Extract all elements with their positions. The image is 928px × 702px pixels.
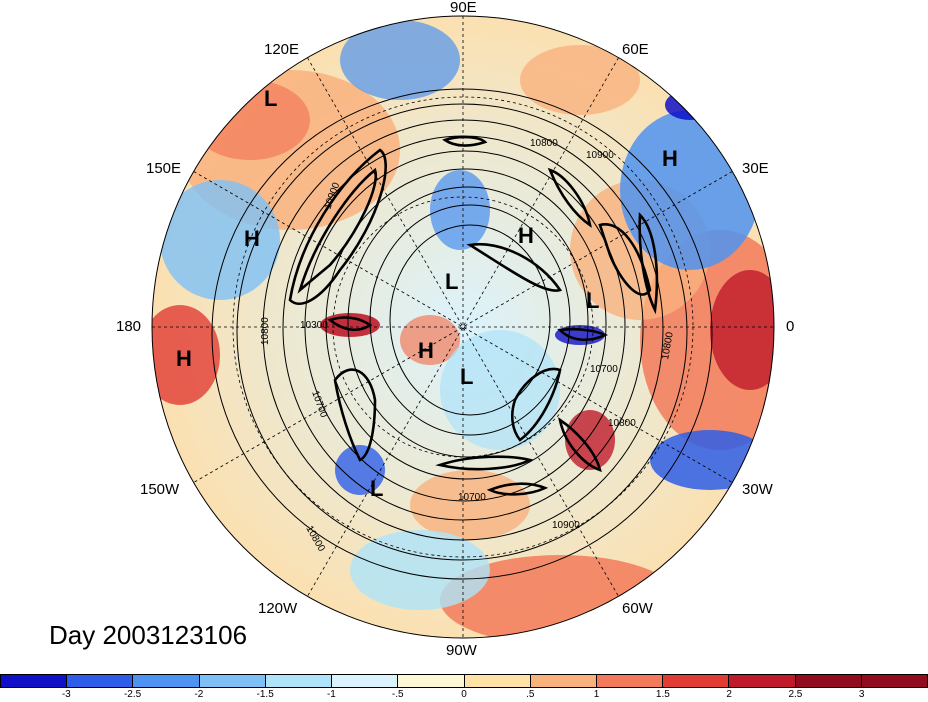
colorbar-tick-label: 1.5 [655,689,670,700]
lon-label-30e: 30E [742,160,769,177]
contour-label: 10900 [552,520,580,531]
lon-label-150e: 150E [146,160,182,177]
anomaly-field [152,16,774,638]
pressure-centers: L H H H L L H H L L [176,86,678,501]
colorbar-tick-label: -3 [61,689,71,700]
graticule [152,16,774,638]
lon-label-180: 180 [116,318,142,335]
contour-label: 10800 [260,317,271,345]
jet-contours [288,135,659,496]
pressure-center-label: L [370,476,383,501]
colorbar-swatch [530,675,597,687]
pressure-center-label: H [176,346,192,371]
lon-label-90e: 90E [450,0,477,16]
colorbar-swatch [795,675,862,687]
pressure-center-label: H [518,223,534,248]
colorbar-tick-label: -.5 [391,689,404,700]
lon-label-120w: 120W [258,600,298,617]
pressure-center-label: H [244,226,260,251]
colorbar-tick-label: 2.5 [788,689,803,700]
colorbar-swatch [265,675,333,687]
day-title: Day 2003123106 [49,620,248,650]
contour-label: 10900 [586,150,614,161]
contour-label: 10800 [608,418,636,429]
colorbar-swatch [464,675,531,687]
colorbar-tick-label: 1 [593,689,600,700]
pressure-center-label: L [445,269,458,294]
pressure-center-label: H [418,338,434,363]
colorbar-ticks: -3 -2.5 -2 -1.5 -1 -.5 0 .5 1 1.5 2 2.5 3 [0,688,928,702]
lon-label-90w: 90W [446,642,477,659]
colorbar-tick-label: 0 [461,689,467,700]
colorbar-swatch [729,675,796,687]
colorbar-swatch [596,675,664,687]
pressure-center-label: L [460,364,473,389]
colorbar-swatch [332,675,399,687]
pressure-center-label: L [586,288,599,313]
colorbar-swatches [0,674,928,688]
pressure-center-label: L [264,86,277,111]
colorbar-tick-label: 2 [726,689,732,700]
colorbar-tick-label: 3 [858,689,865,700]
colorbar-tick-label: .5 [526,689,535,700]
contour-label: 10700 [458,492,486,503]
lon-label-60e: 60E [622,41,649,58]
colorbar-swatch [67,675,134,687]
colorbar-swatch [199,675,266,687]
colorbar-swatch [861,675,928,687]
colorbar-tick-label: -2 [194,689,204,700]
lon-label-60w: 60W [622,600,653,617]
lon-label-30w: 30W [742,481,773,498]
lon-label-0: 0 [786,318,795,335]
colorbar-swatch [663,675,730,687]
colorbar-tick-label: -2.5 [123,689,142,700]
colorbar-swatch [133,675,200,687]
colorbar-tick-label: -1.5 [256,689,274,700]
colorbar-swatch [398,675,465,687]
contour-label: 10300 [300,320,328,331]
pressure-center-label: H [662,146,678,171]
colorbar-tick-label: -1 [326,689,336,700]
lon-label-150w: 150W [140,481,180,498]
contour-label: 10800 [530,138,558,149]
colorbar-swatch [1,675,68,687]
polar-map: L H H H L L H H L L 10800 10900 10900 10… [151,15,775,639]
map-boundary [151,15,775,639]
contour-label: 10800 [660,331,676,361]
contour-label: 10700 [590,364,618,375]
lon-label-120e: 120E [264,41,300,58]
colorbar: -3 -2.5 -2 -1.5 -1 -.5 0 .5 1 1.5 2 2.5 3 [0,674,928,702]
